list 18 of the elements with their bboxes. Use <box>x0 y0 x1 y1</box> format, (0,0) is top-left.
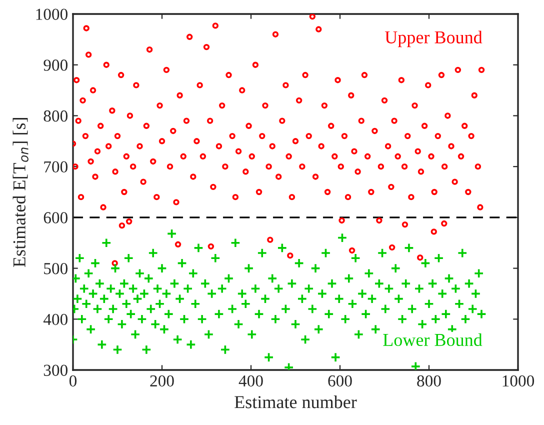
y-axis-title: Estimated E[T$_{on}$] [s] <box>12 118 28 267</box>
x-tick-label: 400 <box>238 375 263 387</box>
x-tick-label: 800 <box>417 375 441 387</box>
y-tick-label: 300 <box>44 364 68 376</box>
x-axis-title: Estimate number <box>234 396 357 408</box>
series-label: Upper Bound <box>384 30 482 48</box>
y-tick-label: 400 <box>43 314 68 326</box>
x-tick-label: 600 <box>328 375 352 387</box>
y-tick-label: 600 <box>44 212 68 224</box>
x-tick-label: 0 <box>69 375 77 387</box>
y-tick-label: 900 <box>44 60 68 71</box>
y-tick-label: 1000 <box>36 8 68 20</box>
x-tick-label: 1000 <box>502 375 534 387</box>
x-tick-label: 200 <box>150 375 174 387</box>
y-tick-label: 800 <box>44 110 68 122</box>
y-tick-label: 500 <box>44 262 68 274</box>
y-tick-label: 700 <box>44 161 68 173</box>
series-label: Lower Bound <box>383 333 482 346</box>
